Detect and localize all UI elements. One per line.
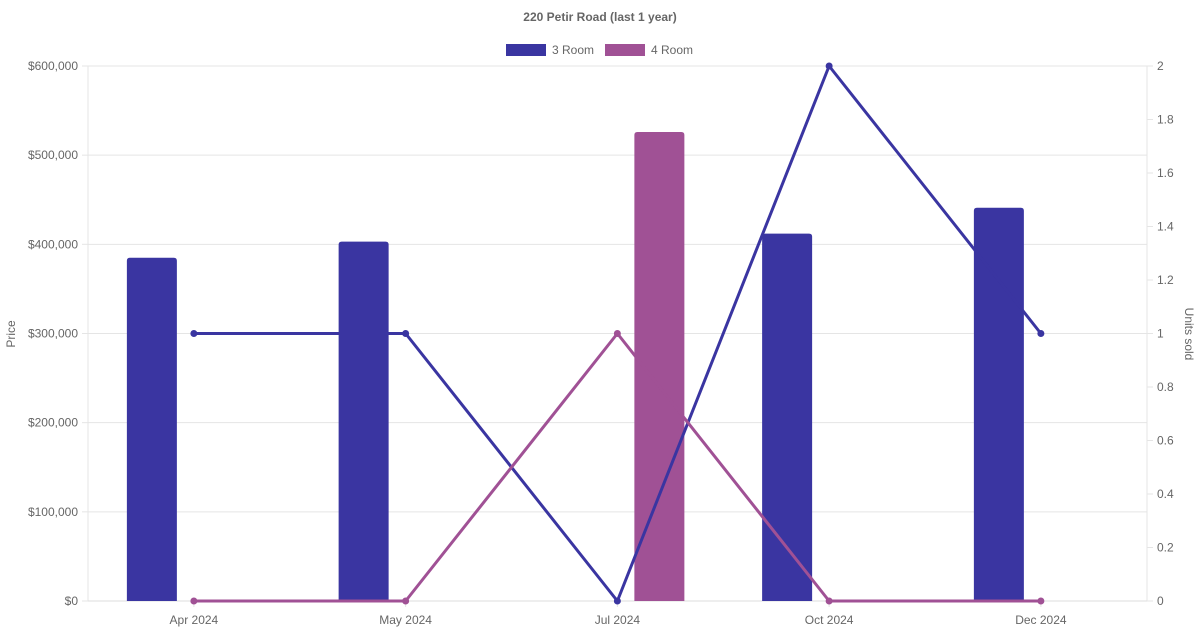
bar-3-room-3[interactable] (762, 233, 813, 601)
legend-label-1[interactable]: 4 Room (651, 43, 693, 57)
point-4-room-1[interactable] (402, 597, 410, 605)
right-tick-label: 1.6 (1157, 166, 1174, 180)
left-tick-label: $0 (65, 594, 79, 608)
point-4-room-4[interactable] (1037, 597, 1045, 605)
right-tick-label: 0.2 (1157, 541, 1174, 555)
right-tick-label: 1.4 (1157, 220, 1174, 234)
left-axis: $0 $100,000 $200,000 $300,000 $400,000 $500,0… (28, 59, 89, 608)
line-series (190, 62, 1045, 605)
x-tick-label: Apr 2024 (170, 613, 219, 627)
left-tick-label: $200,000 (28, 416, 78, 430)
legend: 3 Room 4 Room (506, 43, 693, 57)
x-tick-label: Jul 2024 (595, 613, 641, 627)
point-4-room-2[interactable] (613, 330, 621, 337)
x-tick-label: May 2024 (379, 613, 432, 627)
left-tick-label: $500,000 (28, 148, 78, 162)
legend-swatch-0[interactable] (506, 44, 546, 56)
left-tick-label: $300,000 (28, 327, 78, 341)
point-3-room-2[interactable] (613, 597, 621, 605)
left-tick-label: $100,000 (28, 505, 78, 519)
bar-3-room-4[interactable] (973, 207, 1024, 601)
x-tick-label: Oct 2024 (805, 613, 854, 627)
right-tick-label: 1.2 (1157, 273, 1174, 287)
bar-series (126, 131, 1024, 602)
right-tick-label: 1 (1157, 327, 1164, 341)
right-tick-label: 2 (1157, 59, 1164, 73)
legend-label-0[interactable]: 3 Room (552, 43, 594, 57)
x-tick-label: Dec 2024 (1015, 613, 1067, 627)
bar-3-room-0[interactable] (126, 257, 177, 601)
legend-swatch-1[interactable] (605, 44, 645, 56)
right-tick-label: 0.4 (1157, 487, 1174, 501)
right-tick-label: 0.6 (1157, 434, 1174, 448)
point-3-room-0[interactable] (190, 330, 198, 337)
y-left-axis-title: Price (4, 320, 18, 348)
y-right-axis-title: Units sold (1182, 308, 1196, 361)
left-tick-label: $400,000 (28, 237, 78, 251)
right-tick-label: 0.8 (1157, 380, 1174, 394)
right-axis: 0 0.2 0.4 0.6 0.8 1 1.2 1.4 1.6 1.8 2 (1146, 59, 1174, 608)
chart-title: 220 Petir Road (last 1 year) (523, 10, 676, 24)
x-axis: Apr 2024 May 2024 Jul 2024 Oct 2024 Dec 2024 (88, 600, 1147, 627)
point-3-room-4[interactable] (1037, 330, 1045, 337)
point-4-room-3[interactable] (825, 597, 833, 605)
right-tick-label: 0 (1157, 594, 1164, 608)
point-4-room-0[interactable] (190, 597, 198, 605)
left-tick-label: $600,000 (28, 59, 78, 73)
point-3-room-1[interactable] (402, 330, 410, 337)
bar-4-room-2[interactable] (634, 131, 685, 601)
point-3-room-3[interactable] (825, 62, 833, 70)
bar-3-room-1[interactable] (338, 241, 389, 602)
line-4-room (193, 332, 1041, 603)
right-tick-label: 1.8 (1157, 113, 1174, 127)
